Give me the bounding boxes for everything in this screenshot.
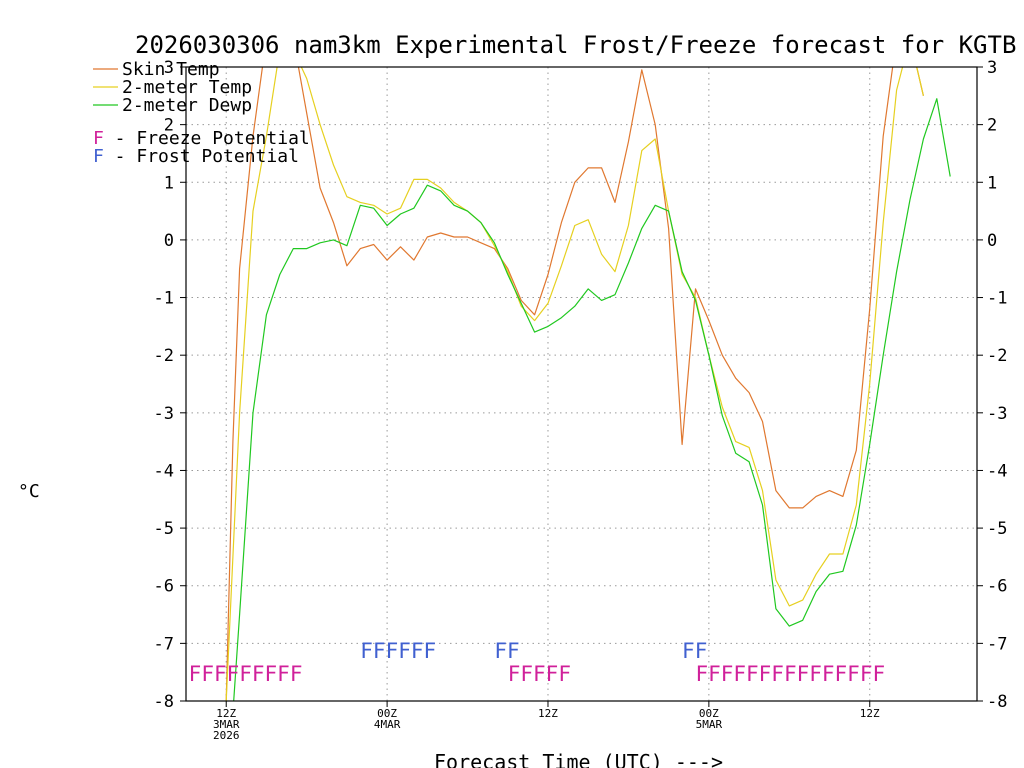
x-tick-label: 2026 [213, 729, 240, 742]
y-tick-label: -4 [987, 461, 1007, 481]
y-tick-label: -4 [154, 461, 174, 481]
series-line-skin-temp [225, 67, 924, 701]
y-tick-label: 3 [987, 58, 997, 78]
x-tick-label: 00Z [699, 707, 719, 720]
x-tick-label: 4MAR [374, 718, 401, 731]
x-tick-label: 12Z [216, 707, 236, 720]
y-tick-label: -6 [987, 577, 1007, 597]
freeze-potential-flags: FFFFF [508, 662, 571, 686]
y-axis-label: °C [18, 481, 40, 502]
y-tick-label: 0 [987, 231, 997, 251]
frost-potential-flags: FFFFFF [360, 639, 436, 663]
y-tick-label: 1 [987, 173, 997, 193]
potential-legend-label: F - Frost Potential [93, 146, 299, 167]
x-tick-label: 12Z [860, 707, 880, 720]
y-tick-label: 2 [164, 116, 174, 136]
y-tick-label: 1 [164, 173, 174, 193]
series-line-2-meter-dewp [233, 98, 951, 701]
legend-label: 2-meter Dewp [122, 95, 252, 116]
series-lines [225, 67, 951, 701]
frost-potential-flags: FF [494, 639, 519, 663]
y-tick-labels-left: -8 -7 -6 -5 -4 -3 -2 -1 0 1 2 3 [154, 58, 186, 712]
y-tick-label: -7 [154, 634, 174, 654]
y-tick-labels-right: -8 -7 -6 -5 -4 -3 -2 -1 0 1 2 3 [977, 58, 1007, 712]
y-tick-label: 3 [164, 58, 174, 78]
y-tick-label: -1 [987, 289, 1007, 309]
y-tick-label: 0 [164, 231, 174, 251]
y-tick-label: -3 [154, 404, 174, 424]
frost-potential-flags: FF [682, 639, 707, 663]
y-tick-label: -3 [987, 404, 1007, 424]
x-tick-label: 00Z [377, 707, 397, 720]
x-axis-label: Forecast Time (UTC) ---> [434, 750, 723, 768]
y-tick-label: -6 [154, 577, 174, 597]
y-tick-label: -2 [987, 346, 1007, 366]
chart-title: 2026030306 nam3km Experimental Frost/Fre… [135, 31, 1016, 59]
grid-lines [186, 66, 977, 702]
y-tick-label: -5 [154, 519, 174, 539]
y-tick-label: -8 [987, 692, 1007, 712]
legend-label: 2-meter Temp [122, 77, 252, 98]
y-tick-label: -7 [987, 634, 1007, 654]
y-tick-label: -5 [987, 519, 1007, 539]
plot-frame [185, 66, 978, 702]
y-tick-label: -2 [154, 346, 174, 366]
legend-label: Skin Temp [122, 59, 220, 80]
freeze-potential-flags: FFFFFFFFF [189, 662, 303, 686]
freeze-potential-flags: FFFFFFFFFFFFFFF [695, 662, 885, 686]
y-tick-label: 2 [987, 116, 997, 136]
x-tick-label: 12Z [538, 707, 558, 720]
x-tick-label: 5MAR [696, 718, 723, 731]
y-tick-label: -8 [154, 692, 174, 712]
y-tick-label: -1 [154, 289, 174, 309]
x-tick-label: 3MAR [213, 718, 240, 731]
series-line-2-meter-temp [225, 67, 924, 701]
potential-legend-label: F - Freeze Potential [93, 128, 310, 149]
